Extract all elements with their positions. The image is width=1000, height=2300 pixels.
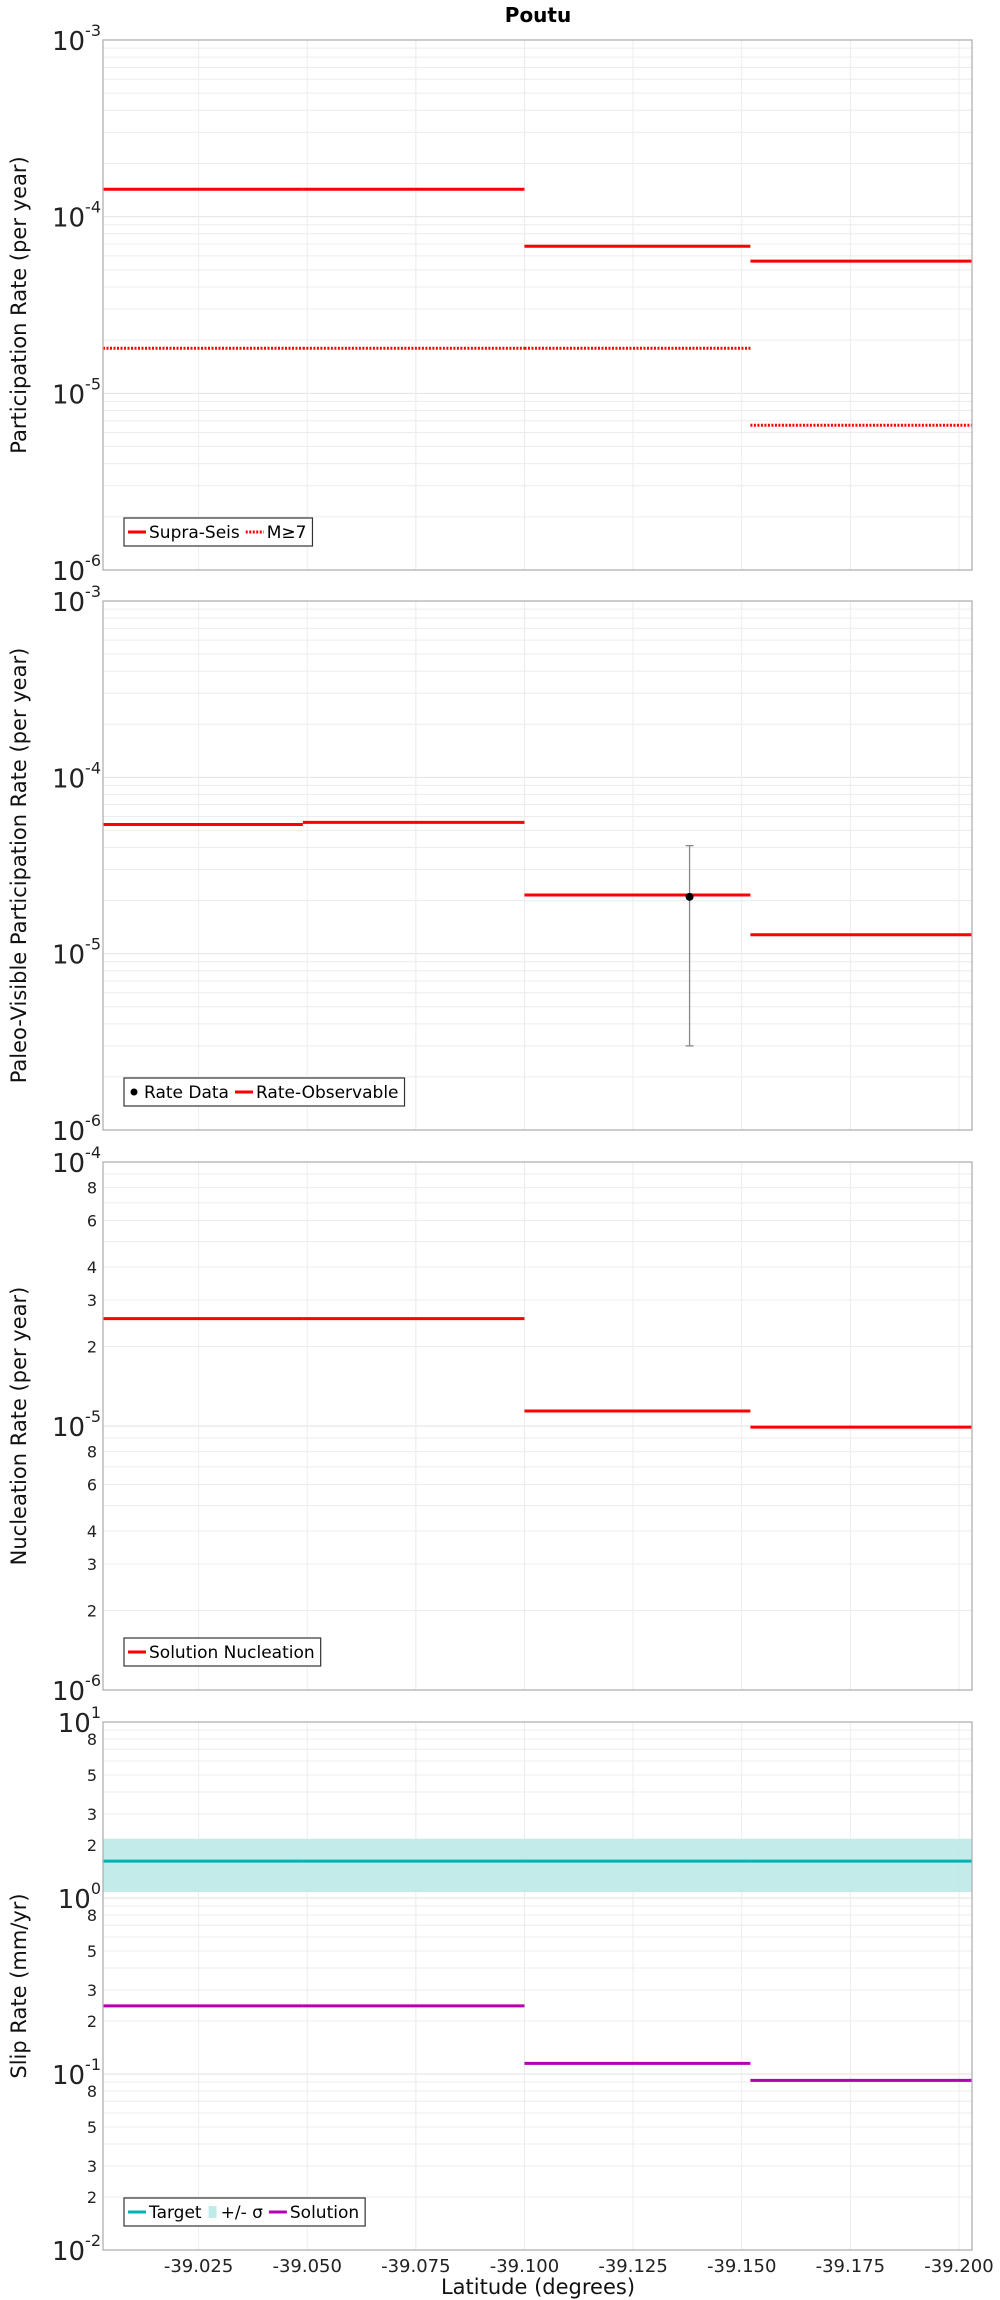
sigma-band [103,1838,972,1893]
y-tick-label: 10-6 [52,1111,101,1147]
legend-box [123,517,314,547]
x-tick-label: -39.150 [707,2256,776,2277]
y-minor-tick-label: 8 [87,1906,97,1925]
y-minor-tick-label: 2 [87,1338,97,1357]
y-axis-label: Paleo-Visible Participation Rate (per ye… [7,648,31,1084]
y-tick-label: 10-4 [52,758,101,794]
y-axis-label: Participation Rate (per year) [7,156,31,453]
y-minor-tick-label: 2 [87,2012,97,2031]
legend-label: Solution Nucleation [149,1643,315,1663]
y-minor-tick-label: 6 [87,1212,97,1231]
panel-3: 10-4 10-5 10-6 8 6 4 3 2 8 6 4 3 2 Nucleation Rate (p… [7,1143,973,1707]
y-minor-tick-label: 4 [87,1522,97,1541]
legend-label: Supra-Seis [149,523,240,543]
plot-frame [102,1721,973,2251]
legend: Solution Nucleation [123,1637,322,1667]
y-minor-tick-label: 3 [87,1555,97,1574]
plot-area [103,601,972,1130]
y-tick-label: 10-3 [52,582,101,618]
y-minor-tick-label: 3 [87,1805,97,1824]
plot-area [103,40,972,570]
panel-2: 10-3 10-4 10-5 10-6 Paleo-Visible Participat… [7,582,973,1147]
y-minor-tick-label: 8 [87,2082,97,2101]
y-axis-label: Nucleation Rate (per year) [7,1287,31,1566]
y-minor-tick-label: 3 [87,1981,97,2000]
y-minor-tick-label: 8 [87,1443,97,1462]
x-tick-label: -39.175 [816,2256,885,2277]
y-tick-label: 101 [58,1703,101,1739]
x-tick-label: -39.100 [490,2256,559,2277]
legend-label: Rate Data [144,1083,229,1103]
chart-title: Poutu [505,3,571,27]
x-tick-label: -39.025 [164,2256,233,2277]
legend-label: M≥7 [267,523,307,543]
x-tick-label: -39.125 [598,2256,667,2277]
y-minor-tick-label: 5 [87,1942,97,1961]
y-minor-tick-label: 5 [87,2118,97,2137]
panel-1: 10-3 10-4 10-5 10-6 Participation Rate (per … [7,21,973,587]
legend-label: +/- σ [221,2203,264,2223]
y-tick-label: 10-1 [52,2055,101,2091]
legend-label: Rate-Observable [256,1083,399,1103]
legend-box [123,2197,366,2227]
y-minor-tick-label: 2 [87,2188,97,2207]
y-tick-label: 10-3 [52,21,101,57]
legend-box [123,1637,322,1667]
y-tick-label: 10-2 [52,2231,101,2267]
y-minor-tick-label: 5 [87,1766,97,1785]
x-tick-label: -39.075 [381,2256,450,2277]
plot-frame [102,1161,973,1691]
legend: Supra-Seis M≥7 [123,517,314,547]
panel-4: 101 100 10-1 10-2 8 5 3 2 8 5 3 2 8 5 3 2 Slip Rate (mm/… [7,1703,973,2267]
y-tick-label: 10-5 [52,1407,101,1443]
y-minor-tick-label: 2 [87,1836,97,1855]
y-axis-label: Slip Rate (mm/yr) [7,1893,31,2078]
plot-frame [102,39,973,571]
legend-label: Target [148,2203,202,2223]
legend: Rate Data Rate-Observable [123,1077,406,1107]
plot-frame [102,600,973,1131]
x-tick-label: -39.200 [924,2256,993,2277]
y-minor-tick-label: 8 [87,1730,97,1749]
y-minor-tick-label: 3 [87,2157,97,2176]
plot-area [103,1722,972,2250]
x-tick-label: -39.050 [272,2256,341,2277]
y-minor-tick-label: 3 [87,1291,97,1310]
y-tick-label: 10-4 [52,198,101,234]
y-tick-label: 10-6 [52,551,101,587]
legend: Target +/- σ Solution [123,2197,366,2227]
y-tick-label: 10-5 [52,935,101,971]
y-minor-tick-label: 2 [87,1602,97,1621]
y-tick-label: 10-4 [52,1143,101,1179]
legend-marker-point [130,1088,138,1096]
y-minor-tick-label: 8 [87,1179,97,1198]
y-minor-tick-label: 4 [87,1258,97,1277]
y-tick-label: 10-6 [52,1671,101,1707]
x-axis-label: Latitude (degrees) [441,2275,635,2299]
rate-data-point [685,892,694,901]
legend-box [123,1077,406,1107]
y-minor-tick-label: 6 [87,1476,97,1495]
legend-marker-band [208,2206,217,2218]
y-tick-label: 10-5 [52,374,101,410]
y-tick-label: 100 [58,1879,101,1915]
legend-label: Solution [290,2203,359,2223]
